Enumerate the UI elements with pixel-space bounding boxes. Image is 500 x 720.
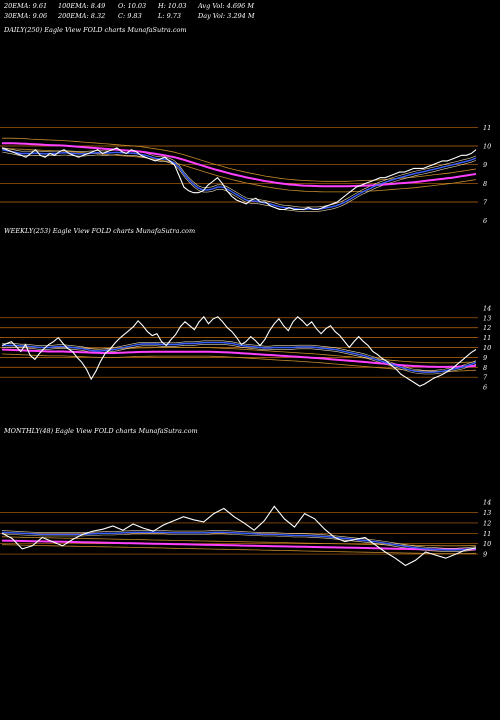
weekly-panel-label: WEEKLY(253) Eagle View FOLD charts Munaf… (4, 227, 196, 235)
monthly-ytick-label: 13 (483, 509, 491, 517)
weekly-ytick-label: 9 (483, 354, 487, 362)
daily-ytick-label: 11 (483, 124, 491, 132)
weekly-ma-thin-2 (2, 343, 477, 375)
monthly-ytick-label: 9 (483, 551, 487, 559)
stat-open: O: 10.03 (118, 2, 147, 10)
monthly-ytick-label: 11 (483, 530, 491, 538)
stat-high: H: 10.03 (158, 2, 187, 10)
weekly-ytick-label: 12 (483, 324, 491, 332)
weekly-ytick-label: 7 (483, 374, 488, 382)
weekly-ytick-label: 14 (483, 304, 491, 312)
daily-ema-slow-line (2, 142, 477, 188)
daily-ytick-label: 10 (483, 143, 491, 151)
daily-ma-thin-2 (1, 151, 477, 213)
stat-ema20: 20EMA: 9.61 (4, 2, 48, 10)
weekly-ytick-label: 10 (483, 344, 491, 352)
daily-ytick-label: 7 (483, 199, 488, 207)
weekly-ytick-label: 11 (483, 334, 491, 342)
daily-band-lower (2, 148, 477, 193)
stat-ema100: 100EMA: 8.49 (58, 2, 106, 10)
stat-avg-vol: Avg Vol: 4.696 M (198, 2, 255, 10)
monthly-ma-thin-1 (1, 530, 477, 549)
daily-ma-thin-1 (1, 147, 477, 208)
stat-ema30: 30EMA: 9.06 (4, 12, 48, 20)
daily-ema-fast-line (1, 149, 477, 211)
weekly-ema-fast-line (2, 341, 477, 373)
weekly-ema-slow-line (1, 348, 477, 368)
stat-close: C: 9.83 (118, 12, 142, 20)
daily-panel-label: DAILY(250) Eagle View FOLD charts Munafa… (4, 26, 187, 34)
daily-price-line (1, 147, 477, 211)
monthly-band-lower (1, 544, 477, 554)
weekly-ytick-label: 13 (483, 314, 491, 322)
weekly-ytick-label: 6 (483, 384, 487, 392)
monthly-ytick-label: 14 (483, 499, 491, 507)
weekly-band-lower (1, 353, 477, 372)
monthly-ma-thin-2 (1, 533, 477, 552)
stat-ema200: 200EMA: 8.32 (58, 12, 106, 20)
monthly-ytick-label: 10 (483, 540, 491, 548)
monthly-panel-label: MONTHLY(48) Eagle View FOLD charts Munaf… (4, 427, 198, 435)
stat-day-vol: Day Vol: 3.294 M (198, 12, 255, 20)
monthly-price-line (1, 505, 477, 567)
monthly-ema-slow-line (1, 539, 477, 551)
monthly-ema-fast-line (1, 531, 477, 551)
monthly-ytick-label: 12 (483, 519, 491, 527)
daily-ytick-label: 9 (483, 161, 487, 169)
weekly-price-line (1, 315, 477, 387)
stat-low: L: 9.73 (158, 12, 182, 20)
daily-ytick-label: 6 (483, 217, 487, 225)
weekly-ytick-label: 8 (483, 364, 487, 372)
daily-ytick-label: 8 (483, 180, 487, 188)
